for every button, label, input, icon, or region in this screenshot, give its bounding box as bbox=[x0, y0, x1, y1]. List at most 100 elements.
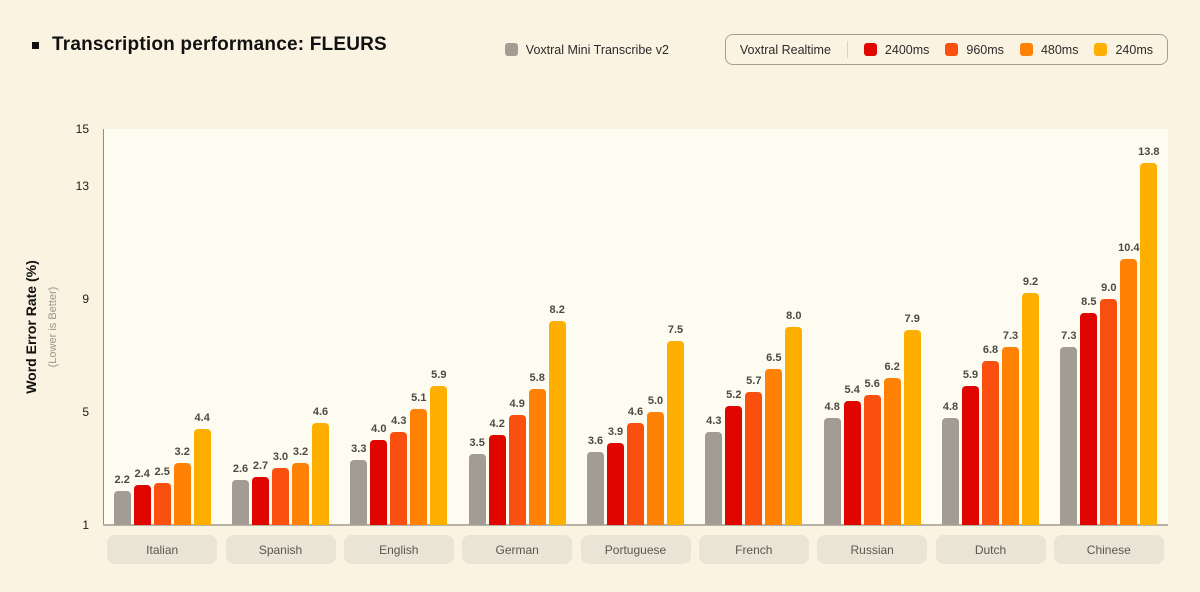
bar-chinese-voxtral-mini-transcribe-v2: 7.3 bbox=[1060, 330, 1078, 525]
bar-value-label: 5.6 bbox=[864, 377, 880, 390]
bar-value-label: 7.3 bbox=[1002, 329, 1019, 342]
category-label-french: French bbox=[698, 535, 809, 564]
x-axis-baseline bbox=[103, 524, 1168, 526]
legend-swatch-480ms bbox=[1019, 43, 1033, 56]
bar-group-italian: 2.2 2.4 2.5 3.2 4.4 bbox=[113, 412, 211, 525]
bar-italian-voxtral-mini-transcribe-v2: 2.2 bbox=[113, 474, 131, 525]
legend-group-realtime: Voxtral Realtime 2400ms 960ms 480ms 240ms bbox=[724, 34, 1168, 65]
y-axis-title: Word Error Rate (%) bbox=[23, 260, 39, 394]
bar-italian-voxtral-realtime-2400ms: 2.4 bbox=[133, 468, 151, 525]
bar-dutch-voxtral-realtime-240ms: 9.2 bbox=[1022, 276, 1039, 525]
bar-chinese-voxtral-realtime-2400ms: 8.5 bbox=[1080, 296, 1098, 525]
category-label-portuguese: Portuguese bbox=[580, 535, 691, 564]
bar-french-voxtral-mini-transcribe-v2: 4.3 bbox=[705, 415, 723, 525]
legend: Voxtral Mini Transcribe v2 Voxtral Realt… bbox=[504, 34, 1168, 65]
y-tick-label-15: 15 bbox=[75, 122, 89, 136]
bar-dutch-voxtral-realtime-480ms: 7.3 bbox=[1002, 330, 1019, 525]
bar-german-voxtral-realtime-2400ms: 4.2 bbox=[488, 418, 506, 525]
bar-value-label: 3.0 bbox=[272, 451, 289, 464]
bar-value-label: 6.2 bbox=[884, 360, 900, 373]
bar-spanish-voxtral-realtime-240ms: 4.6 bbox=[312, 406, 329, 525]
bar-dutch-voxtral-realtime-960ms: 6.8 bbox=[982, 344, 999, 525]
legend-item-960ms: 960ms bbox=[945, 43, 1004, 57]
bar-group-dutch: 4.8 5.9 6.8 7.3 9.2 bbox=[942, 276, 1039, 525]
category-label-german: German bbox=[462, 535, 573, 564]
bar-value-label: 6.5 bbox=[766, 352, 782, 365]
bar-value-label: 7.9 bbox=[904, 312, 920, 325]
bar-value-label: 5.4 bbox=[844, 383, 860, 396]
y-tick-label-13: 13 bbox=[75, 178, 89, 193]
bar-value-label: 3.3 bbox=[351, 442, 367, 455]
bar-spanish-voxtral-realtime-480ms: 3.2 bbox=[292, 446, 309, 525]
bar-english-voxtral-mini-transcribe-v2: 3.3 bbox=[350, 443, 368, 525]
legend-item-240ms: 240ms bbox=[1094, 43, 1153, 57]
bar-dutch-voxtral-realtime-2400ms: 5.9 bbox=[962, 369, 979, 525]
y-tick-label-5: 5 bbox=[82, 404, 89, 419]
bar-value-label: 3.2 bbox=[174, 445, 190, 458]
bar-spanish-voxtral-mini-transcribe-v2: 2.6 bbox=[232, 463, 249, 525]
bar-value-label: 2.5 bbox=[154, 465, 170, 478]
bar-english-voxtral-realtime-960ms: 4.3 bbox=[390, 415, 408, 525]
bar-value-label: 2.7 bbox=[252, 459, 269, 472]
bar-value-label: 9.2 bbox=[1022, 276, 1039, 289]
bar-portuguese-voxtral-realtime-2400ms: 3.9 bbox=[607, 426, 624, 525]
bar-spanish-voxtral-realtime-2400ms: 2.7 bbox=[252, 460, 269, 525]
bar-value-label: 6.8 bbox=[982, 343, 999, 356]
bar-italian-voxtral-realtime-240ms: 4.4 bbox=[193, 412, 211, 525]
bar-value-label: 3.6 bbox=[587, 434, 604, 447]
bar-group-english: 3.3 4.0 4.3 5.1 5.9 bbox=[350, 369, 448, 525]
bar-value-label: 8.5 bbox=[1081, 295, 1097, 308]
bar-value-label: 4.6 bbox=[312, 406, 329, 419]
y-axis-subtitle: (Lower is Better) bbox=[47, 286, 59, 368]
y-tick-label-9: 9 bbox=[82, 291, 89, 306]
bar-value-label: 8.0 bbox=[786, 310, 802, 322]
bar-german-voxtral-mini-transcribe-v2: 3.5 bbox=[468, 437, 486, 525]
legend-label: 240ms bbox=[1115, 42, 1153, 57]
bar-portuguese-voxtral-mini-transcribe-v2: 3.6 bbox=[587, 435, 604, 525]
bar-value-label: 4.2 bbox=[489, 417, 505, 430]
legend-item-480ms: 480ms bbox=[1019, 42, 1079, 57]
legend-label: 2400ms bbox=[884, 42, 930, 57]
bar-value-label: 4.8 bbox=[824, 400, 840, 413]
bar-value-label: 7.5 bbox=[667, 324, 684, 337]
bar-group-chinese: 7.3 8.5 9.0 10.4 13.8 bbox=[1060, 146, 1160, 525]
bar-group-french: 4.3 5.2 5.7 6.5 8.0 bbox=[705, 310, 803, 525]
y-tick-label-1: 1 bbox=[82, 518, 89, 532]
bar-value-label: 5.1 bbox=[411, 392, 427, 404]
bar-french-voxtral-realtime-480ms: 6.5 bbox=[765, 352, 783, 525]
y-axis-ticks: 15 13 9 5 1 bbox=[0, 122, 96, 532]
bar-value-label: 7.3 bbox=[1061, 329, 1077, 342]
plot-area: 2.2 2.4 2.5 3.2 4.4 2.6 2.7 3.0 3.2 4.6 3.3 4.0 4.3 5… bbox=[103, 129, 1168, 525]
bar-value-label: 5.2 bbox=[726, 389, 742, 402]
legend-label: Voxtral Mini Transcribe v2 bbox=[525, 42, 669, 57]
legend-group-title: Voxtral Realtime bbox=[739, 42, 831, 57]
category-label-dutch: Dutch bbox=[935, 535, 1046, 564]
bar-french-voxtral-realtime-2400ms: 5.2 bbox=[725, 389, 743, 525]
bar-russian-voxtral-realtime-960ms: 5.6 bbox=[863, 378, 881, 525]
legend-item-2400ms: 2400ms bbox=[863, 42, 930, 57]
y-axis-line bbox=[103, 129, 104, 525]
bar-value-label: 4.9 bbox=[509, 397, 525, 410]
bar-chinese-voxtral-realtime-240ms: 13.8 bbox=[1138, 146, 1160, 525]
bar-value-label: 9.0 bbox=[1101, 281, 1117, 294]
legend-item-mini-transcribe: Voxtral Mini Transcribe v2 bbox=[504, 42, 669, 57]
bar-french-voxtral-realtime-240ms: 8.0 bbox=[785, 310, 803, 525]
bar-value-label: 3.2 bbox=[292, 445, 309, 458]
bar-value-label: 10.4 bbox=[1118, 242, 1140, 255]
legend-swatch-240ms bbox=[1094, 43, 1108, 56]
bar-value-label: 4.6 bbox=[627, 406, 644, 419]
category-label-italian: Italian bbox=[107, 535, 218, 564]
category-axis: Italian Spanish English German Portuguese Fre… bbox=[103, 535, 1168, 564]
bar-portuguese-voxtral-realtime-480ms: 5.0 bbox=[647, 395, 664, 525]
bar-value-label: 8.2 bbox=[549, 304, 565, 317]
legend-label: 480ms bbox=[1040, 42, 1079, 57]
legend-swatch-gray bbox=[504, 43, 518, 56]
bar-value-label: 5.9 bbox=[431, 369, 447, 382]
bar-french-voxtral-realtime-960ms: 5.7 bbox=[745, 375, 763, 525]
bar-russian-voxtral-mini-transcribe-v2: 4.8 bbox=[823, 401, 841, 525]
bar-value-label: 3.9 bbox=[607, 426, 624, 438]
bar-portuguese-voxtral-realtime-960ms: 4.6 bbox=[627, 406, 644, 525]
bar-value-label: 4.4 bbox=[194, 411, 210, 424]
legend-divider bbox=[846, 41, 848, 58]
legend-swatch-2400ms bbox=[863, 43, 877, 56]
